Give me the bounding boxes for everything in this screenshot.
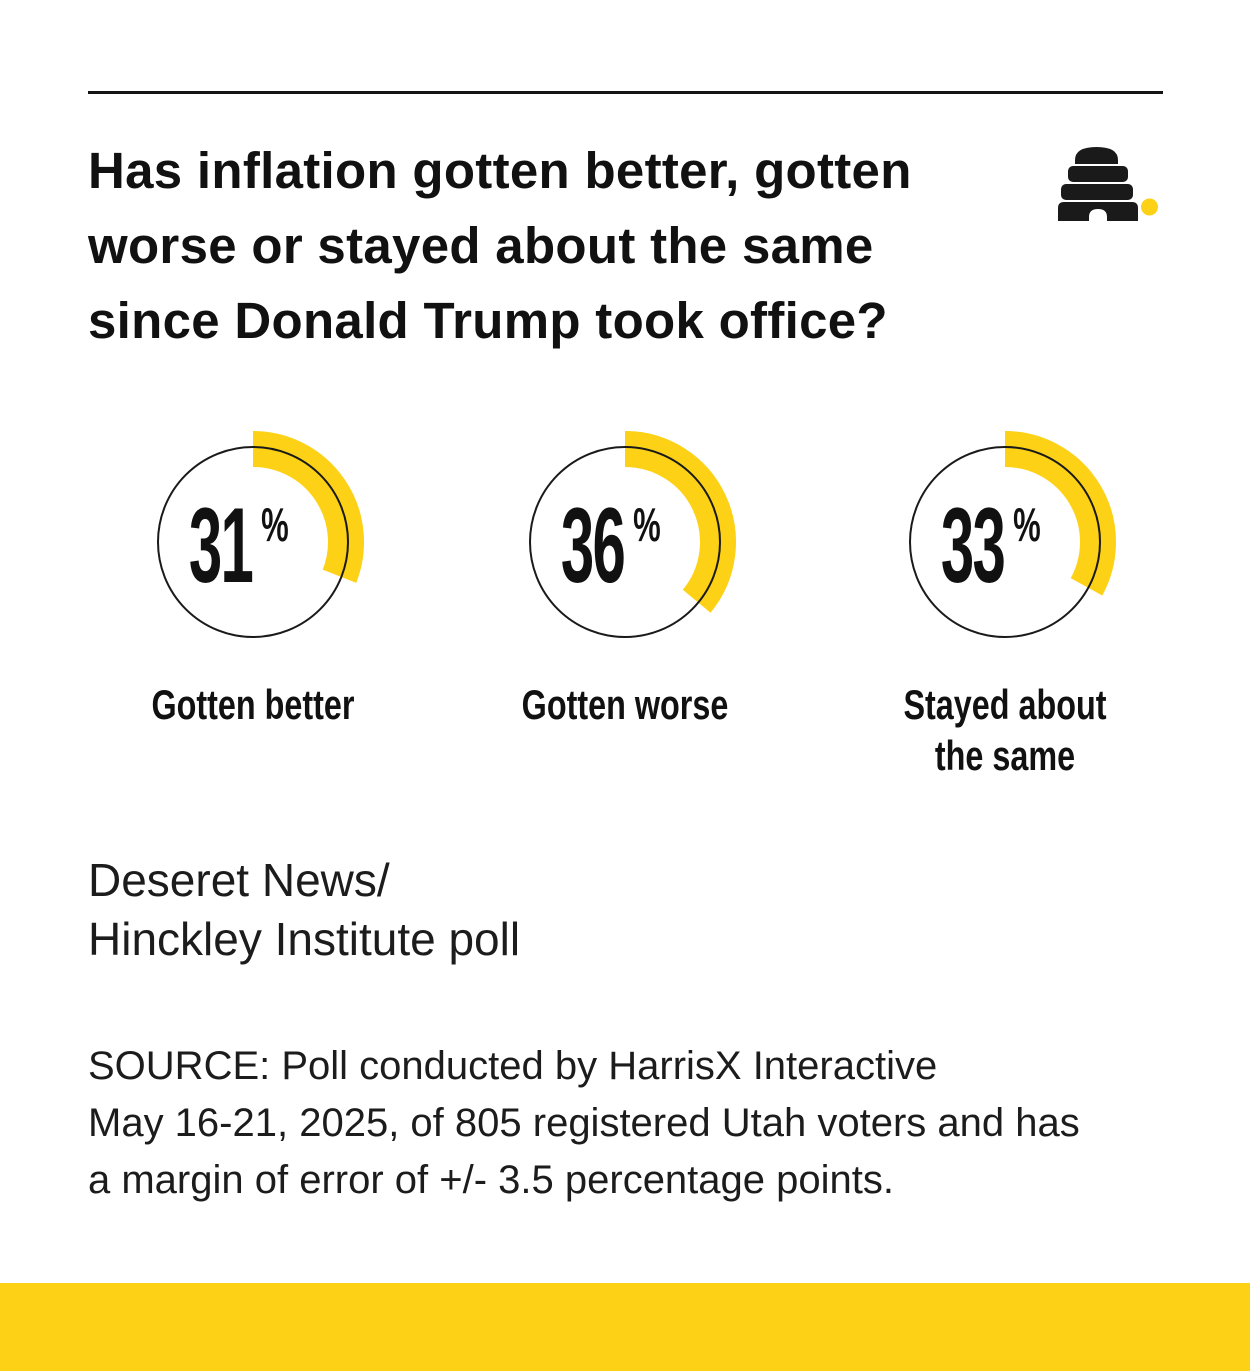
gauge-circle [909,446,1101,638]
gauge-arc [252,431,364,583]
source-line-2: May 16-21, 2025, of 805 registered Utah … [88,1101,1080,1145]
gauge-chart: 33 % [885,422,1125,662]
gauge-value: 36 % [505,422,745,662]
beehive-tier-3 [1061,184,1133,200]
gauge-label-line-1: Gotten worse [521,681,729,728]
gauge-value-inner: 36 % [560,484,661,605]
logo-yellow-dot [1141,198,1158,216]
footer-accent-bar [0,1283,1250,1371]
gauge-number: 33 [940,484,1005,605]
gauge-value: 31 % [133,422,373,662]
beehive-logo-icon [1058,147,1158,221]
gauge-percent-sign: % [1012,497,1041,551]
title-line-1: Has inflation gotten better, gotten [88,142,912,199]
page-title: Has inflation gotten better, gotten wors… [88,133,1068,358]
gauge-value-inner: 31 % [188,484,289,605]
beehive-tier-2 [1068,166,1128,182]
gauge-label-line-2: the same [934,732,1076,779]
beehive-dome [1075,147,1118,164]
gauge-label: Stayed about the same [882,679,1128,781]
source-note: SOURCE: Poll conducted by HarrisX Intera… [88,1038,1188,1209]
gauge-circle [157,446,349,638]
gauge-number: 36 [560,484,625,605]
gauge-label-line-1: Gotten better [151,681,355,728]
gauge-column-gotten-worse: 36 % Gotten worse [465,422,785,730]
gauge-number: 31 [188,484,253,605]
gauge-arc [624,431,736,613]
title-line-2: worse or stayed about the same [88,217,874,274]
title-line-3: since Donald Trump took office? [88,292,888,349]
gauge-percent-sign: % [260,497,289,551]
gauge-chart: 31 % [133,422,373,662]
gauge-column-stayed-same: 33 % Stayed about the same [845,422,1165,781]
gauge-label: Gotten better [130,679,376,730]
gauge-chart: 36 % [505,422,745,662]
gauge-value-inner: 33 % [940,484,1041,605]
gauge-column-gotten-better: 31 % Gotten better [93,422,413,730]
gauge-svg [909,431,1116,638]
poll-credit-line-1: Deseret News/ [88,854,390,906]
poll-credit: Deseret News/ Hinckley Institute poll [88,851,520,969]
source-line-3: a margin of error of +/- 3.5 percentage … [88,1158,894,1202]
gauge-arc [1004,431,1116,596]
source-line-1: SOURCE: Poll conducted by HarrisX Intera… [88,1044,938,1088]
gauge-svg [157,431,364,638]
beehive-base [1058,202,1138,221]
gauge-svg [529,431,736,638]
poll-credit-line-2: Hinckley Institute poll [88,913,521,965]
top-divider [88,91,1163,94]
gauge-circle [529,446,721,638]
gauge-label-line-1: Stayed about [903,681,1107,728]
gauge-label: Gotten worse [502,679,748,730]
gauge-value: 33 % [885,422,1125,662]
gauge-percent-sign: % [632,497,661,551]
